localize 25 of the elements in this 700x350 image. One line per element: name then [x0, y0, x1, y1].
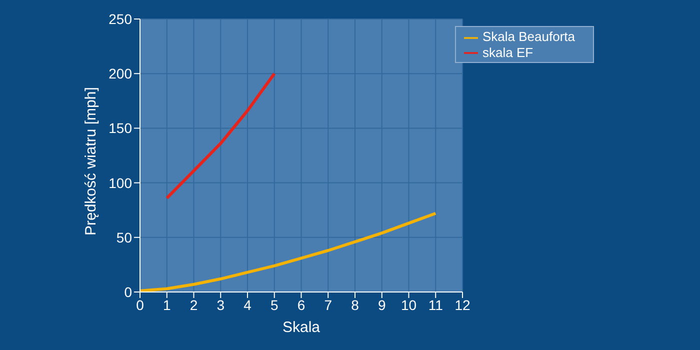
x-tick-label: 10	[400, 296, 417, 313]
x-tick-label: 1	[162, 296, 171, 313]
y-tick-label: 250	[108, 10, 132, 27]
x-tick-label: 0	[136, 296, 144, 313]
x-tick-label: 8	[351, 296, 360, 313]
legend-label: skala EF	[482, 44, 534, 60]
line-series	[165, 72, 276, 200]
x-axis-title: Skala	[282, 319, 321, 336]
x-tick-label: 12	[454, 296, 470, 313]
y-tick-label: 0	[124, 284, 132, 300]
y-tick-label: 50	[116, 229, 132, 246]
x-tick-label: 9	[378, 296, 386, 313]
legend-label: Skala Beauforta	[482, 29, 575, 44]
line-series	[140, 212, 438, 292]
x-tick-label: 7	[324, 296, 332, 313]
x-tick-label: 11	[428, 296, 444, 313]
x-tick-label: 2	[190, 296, 198, 313]
y-axis-title: Prędkość wiatru [mph]	[82, 87, 100, 236]
x-tick-label: 6	[297, 296, 306, 313]
x-tick-label: 4	[244, 296, 252, 313]
y-tick-label: 200	[108, 66, 132, 82]
y-tick-label: 100	[108, 174, 132, 191]
x-tick-label: 5	[270, 296, 278, 313]
x-tick-label: 3	[216, 296, 225, 313]
y-tick-label: 150	[108, 120, 132, 136]
